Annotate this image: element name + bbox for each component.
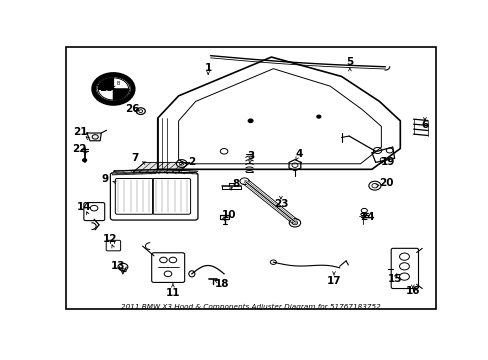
Text: 20: 20 <box>378 179 393 189</box>
Text: 6: 6 <box>421 120 427 130</box>
Wedge shape <box>113 89 128 100</box>
Text: 9: 9 <box>102 174 108 184</box>
Wedge shape <box>98 78 113 89</box>
Polygon shape <box>133 162 189 172</box>
Circle shape <box>316 115 320 118</box>
Circle shape <box>82 159 86 162</box>
Text: 17: 17 <box>326 276 341 286</box>
Text: 24: 24 <box>359 212 374 222</box>
Text: 10: 10 <box>221 210 236 220</box>
Text: 2011 BMW X3 Hood & Components Adjuster Diagram for 51767183752: 2011 BMW X3 Hood & Components Adjuster D… <box>121 304 380 310</box>
Text: 13: 13 <box>110 261 125 271</box>
Text: 23: 23 <box>273 199 287 209</box>
Text: 7: 7 <box>131 153 139 163</box>
Text: 16: 16 <box>405 286 419 296</box>
Text: B: B <box>116 81 120 86</box>
Text: 12: 12 <box>102 234 117 244</box>
Text: 14: 14 <box>77 202 92 212</box>
Text: 25: 25 <box>99 82 114 93</box>
Polygon shape <box>87 133 101 141</box>
Circle shape <box>248 119 252 122</box>
Text: 8: 8 <box>232 179 239 189</box>
Text: 11: 11 <box>165 288 180 298</box>
Text: 1: 1 <box>204 63 211 73</box>
Text: 26: 26 <box>125 104 140 114</box>
Text: 15: 15 <box>386 274 401 284</box>
Text: 19: 19 <box>380 157 394 167</box>
Text: 18: 18 <box>215 279 229 289</box>
Text: 3: 3 <box>246 151 254 161</box>
Polygon shape <box>112 169 158 175</box>
Text: 2: 2 <box>188 157 195 167</box>
Text: 4: 4 <box>295 149 302 158</box>
Text: 21: 21 <box>73 127 88 138</box>
Text: 22: 22 <box>72 144 86 153</box>
Text: 5: 5 <box>346 57 353 67</box>
